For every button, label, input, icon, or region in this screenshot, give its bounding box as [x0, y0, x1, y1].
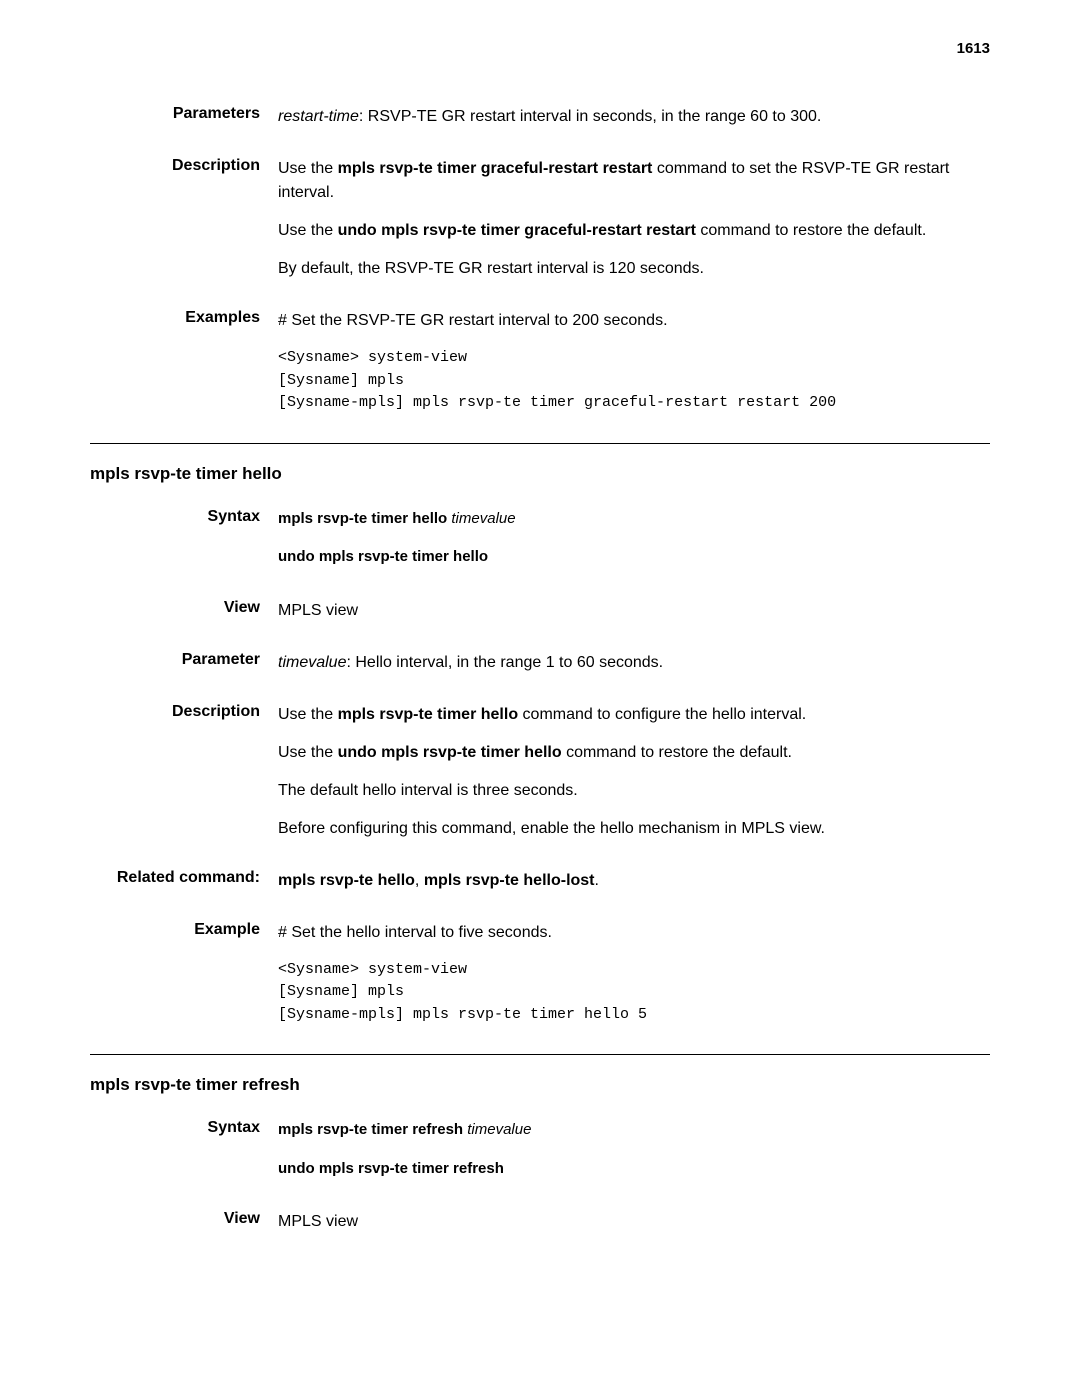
examples-label: Examples	[90, 309, 278, 415]
desc-p1-bold: mpls rsvp-te timer hello	[338, 706, 519, 723]
parameter-row: Parameter timevalue: Hello interval, in …	[90, 651, 990, 689]
description-label: Description	[90, 157, 278, 295]
example-content: # Set the hello interval to five seconds…	[278, 921, 990, 1027]
related-sep: ,	[415, 872, 424, 889]
example-intro: # Set the hello interval to five seconds…	[278, 921, 990, 945]
examples-intro: # Set the RSVP-TE GR restart interval to…	[278, 309, 990, 333]
description-row: Description Use the mpls rsvp-te timer g…	[90, 157, 990, 295]
section-title-hello: mpls rsvp-te timer hello	[90, 464, 990, 484]
syntax-line1-italic: timevalue	[451, 510, 515, 527]
parameters-row: Parameters restart-time: RSVP-TE GR rest…	[90, 105, 990, 143]
desc-p2-pre: Use the	[278, 744, 338, 761]
desc-p2-bold: undo mpls rsvp-te timer graceful-restart…	[338, 222, 696, 239]
syntax-row: Syntax mpls rsvp-te timer hello timevalu…	[90, 508, 990, 585]
description-content: Use the mpls rsvp-te timer graceful-rest…	[278, 157, 990, 295]
examples-content: # Set the RSVP-TE GR restart interval to…	[278, 309, 990, 415]
syntax-row: Syntax mpls rsvp-te timer refresh timeva…	[90, 1119, 990, 1196]
related-label: Related command:	[90, 869, 278, 907]
desc-p3: The default hello interval is three seco…	[278, 779, 990, 803]
param-desc: : Hello interval, in the range 1 to 60 s…	[346, 654, 663, 671]
section-divider	[90, 1054, 990, 1055]
section-hello: Syntax mpls rsvp-te timer hello timevalu…	[90, 508, 990, 1027]
related-b2: mpls rsvp-te hello-lost	[424, 872, 595, 889]
related-content: mpls rsvp-te hello, mpls rsvp-te hello-l…	[278, 869, 990, 907]
desc-p2-bold: undo mpls rsvp-te timer hello	[338, 744, 562, 761]
examples-code: <Sysname> system-view [Sysname] mpls [Sy…	[278, 347, 990, 415]
syntax-line2: undo mpls rsvp-te timer refresh	[278, 1158, 990, 1181]
parameter-content: timevalue: Hello interval, in the range …	[278, 651, 990, 689]
desc-p1-pre: Use the	[278, 706, 338, 723]
view-content: MPLS view	[278, 599, 990, 637]
desc-p1-post: command to configure the hello interval.	[518, 706, 806, 723]
desc-p1-pre: Use the	[278, 160, 338, 177]
section-graceful-restart: Parameters restart-time: RSVP-TE GR rest…	[90, 105, 990, 415]
view-label: View	[90, 1210, 278, 1248]
syntax-label: Syntax	[90, 1119, 278, 1196]
desc-p2-post: command to restore the default.	[562, 744, 792, 761]
related-row: Related command: mpls rsvp-te hello, mpl…	[90, 869, 990, 907]
view-text: MPLS view	[278, 1210, 990, 1234]
parameters-label: Parameters	[90, 105, 278, 143]
section-refresh: Syntax mpls rsvp-te timer refresh timeva…	[90, 1119, 990, 1248]
syntax-label: Syntax	[90, 508, 278, 585]
example-label: Example	[90, 921, 278, 1027]
view-row: View MPLS view	[90, 1210, 990, 1248]
syntax-content: mpls rsvp-te timer hello timevalue undo …	[278, 508, 990, 585]
description-content: Use the mpls rsvp-te timer hello command…	[278, 703, 990, 855]
section-title-refresh: mpls rsvp-te timer refresh	[90, 1075, 990, 1095]
page-number: 1613	[90, 40, 990, 57]
desc-p2-pre: Use the	[278, 222, 338, 239]
related-b1: mpls rsvp-te hello	[278, 872, 415, 889]
example-code: <Sysname> system-view [Sysname] mpls [Sy…	[278, 959, 990, 1027]
view-label: View	[90, 599, 278, 637]
syntax-line1-bold: mpls rsvp-te timer refresh	[278, 1121, 467, 1138]
description-label: Description	[90, 703, 278, 855]
param-name: timevalue	[278, 654, 346, 671]
syntax-line1-italic: timevalue	[467, 1121, 531, 1138]
desc-p1-bold: mpls rsvp-te timer graceful-restart rest…	[338, 160, 653, 177]
desc-p4: Before configuring this command, enable …	[278, 817, 990, 841]
syntax-content: mpls rsvp-te timer refresh timevalue und…	[278, 1119, 990, 1196]
desc-p2-post: command to restore the default.	[696, 222, 926, 239]
example-row: Example # Set the hello interval to five…	[90, 921, 990, 1027]
description-row: Description Use the mpls rsvp-te timer h…	[90, 703, 990, 855]
related-end: .	[595, 872, 599, 889]
view-row: View MPLS view	[90, 599, 990, 637]
param-name: restart-time	[278, 108, 359, 125]
syntax-line1-bold: mpls rsvp-te timer hello	[278, 510, 451, 527]
parameter-label: Parameter	[90, 651, 278, 689]
view-content: MPLS view	[278, 1210, 990, 1248]
examples-row: Examples # Set the RSVP-TE GR restart in…	[90, 309, 990, 415]
desc-p3: By default, the RSVP-TE GR restart inter…	[278, 257, 990, 281]
parameters-content: restart-time: RSVP-TE GR restart interva…	[278, 105, 990, 143]
param-desc: : RSVP-TE GR restart interval in seconds…	[359, 108, 821, 125]
section-divider	[90, 443, 990, 444]
view-text: MPLS view	[278, 599, 990, 623]
syntax-line2: undo mpls rsvp-te timer hello	[278, 546, 990, 569]
